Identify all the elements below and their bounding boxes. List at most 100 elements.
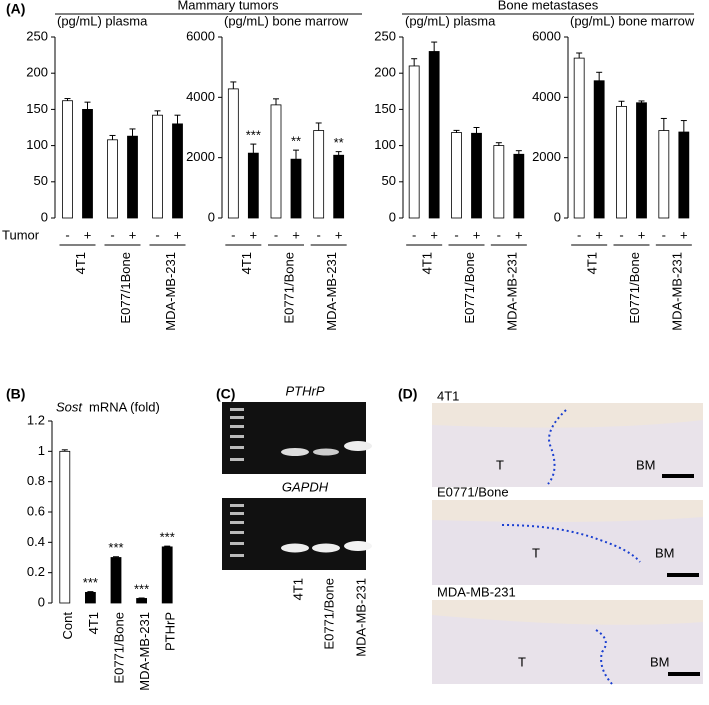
image-label: 4T1 <box>437 388 459 403</box>
chart-title-gene: Sost <box>56 399 83 414</box>
chart-title: (pg/mL) plasma <box>405 13 496 28</box>
chart-title: mRNA (fold) <box>89 399 160 414</box>
bar <box>247 152 259 219</box>
bar <box>172 123 183 219</box>
gel-band <box>344 441 372 451</box>
x-tick-label: E0771/Bone <box>111 612 126 684</box>
bar <box>428 51 440 219</box>
bar <box>227 88 239 219</box>
series-label: + <box>638 227 646 242</box>
x-tick-label: 4T1 <box>585 252 600 274</box>
series-label: + <box>292 227 300 242</box>
significance: ** <box>334 135 344 150</box>
series-label: + <box>430 227 438 242</box>
bar <box>110 557 122 604</box>
lane-label: E0771/Bone <box>321 578 336 650</box>
bar <box>408 65 420 219</box>
series-label: + <box>174 227 182 242</box>
scale-bar <box>667 573 699 577</box>
region-label: T <box>496 457 504 472</box>
y-tick-label: 0 <box>208 209 215 224</box>
bar <box>658 130 670 219</box>
gel-image <box>222 402 366 474</box>
gel-band <box>281 448 309 456</box>
series-label: + <box>129 227 137 242</box>
tumor-border <box>501 524 641 563</box>
histology-panel: 4T1 T BM E0771/Bone T BM MDA-MB-231 T BM <box>432 388 703 685</box>
x-tick-label: MDA-MB-231 <box>324 252 339 331</box>
image-label: MDA-MB-231 <box>437 584 516 599</box>
bar <box>593 80 605 219</box>
gel-panel: PTHrP GAPDH 4T1 E0771/Bone MDA-MB-231 <box>222 383 372 657</box>
bar <box>161 546 173 604</box>
series-label: - <box>65 227 69 242</box>
x-tick-label: 4T1 <box>239 252 254 274</box>
gel-label: GAPDH <box>282 479 329 494</box>
gel-band <box>344 541 372 551</box>
significance: ** <box>291 134 301 149</box>
series-label: - <box>619 227 623 242</box>
bar <box>616 105 627 219</box>
chart-title: (pg/mL) bone marrow <box>570 13 695 28</box>
y-tick-label: 1 <box>38 443 45 458</box>
x-tick-label: E0771/Bone <box>462 252 477 324</box>
panel-label: (D) <box>398 386 417 402</box>
y-tick-label: 250 <box>26 28 48 43</box>
significance: *** <box>160 530 175 545</box>
bar <box>62 100 73 219</box>
y-tick-label: 0 <box>389 209 396 224</box>
panel-label: (A) <box>6 1 25 17</box>
region-label: BM <box>650 654 670 669</box>
series-label: - <box>412 227 416 242</box>
region-label: BM <box>636 457 656 472</box>
group-header: Bone metastases <box>498 0 599 12</box>
bar <box>270 104 282 219</box>
scale-bar <box>668 672 700 676</box>
y-tick-label: 0 <box>554 209 561 224</box>
bone-layer <box>432 600 703 625</box>
bar <box>152 114 163 219</box>
series-label: + <box>335 227 343 242</box>
series-label: - <box>231 227 235 242</box>
tumor-border <box>595 629 613 685</box>
bar <box>471 132 482 219</box>
bar <box>127 135 138 219</box>
gel-band <box>312 543 340 553</box>
region-label: T <box>518 654 526 669</box>
series-label: - <box>454 227 458 242</box>
lane-label: 4T1 <box>290 578 305 600</box>
y-tick-label: 50 <box>382 173 396 188</box>
x-tick-label: 4T1 <box>420 252 435 274</box>
bar <box>290 158 302 219</box>
series-label: + <box>84 227 92 242</box>
series-label: + <box>250 227 258 242</box>
x-tick-label: E0771/Bone <box>281 252 296 324</box>
bone-layer <box>432 500 703 522</box>
series-label: - <box>110 227 114 242</box>
bar <box>513 153 525 219</box>
x-tick-label: E077/1Bone <box>118 252 133 324</box>
significance: *** <box>83 575 98 590</box>
y-tick-label: 1.2 <box>27 412 45 427</box>
bar <box>678 131 690 219</box>
significance: *** <box>246 128 261 143</box>
y-tick-label: 100 <box>374 137 396 152</box>
series-label: + <box>595 227 603 242</box>
series-label: + <box>680 227 688 242</box>
y-tick-label: 50 <box>34 173 48 188</box>
bar <box>573 57 585 219</box>
chart-title: (pg/mL) plasma <box>57 13 148 28</box>
ladder <box>230 408 244 461</box>
significance: *** <box>108 540 123 555</box>
chart-title: (pg/mL) bone marrow <box>224 13 349 28</box>
y-tick-label: 6000 <box>532 28 561 43</box>
series-label: + <box>515 227 523 242</box>
y-tick-label: 4000 <box>186 89 215 104</box>
row-label: Tumor <box>2 227 40 242</box>
group-header: Mammary tumors <box>177 0 279 12</box>
y-tick-label: 0.6 <box>27 503 45 518</box>
region-label: BM <box>655 545 675 560</box>
x-tick-label: 4T1 <box>86 612 101 634</box>
bar <box>451 132 462 219</box>
